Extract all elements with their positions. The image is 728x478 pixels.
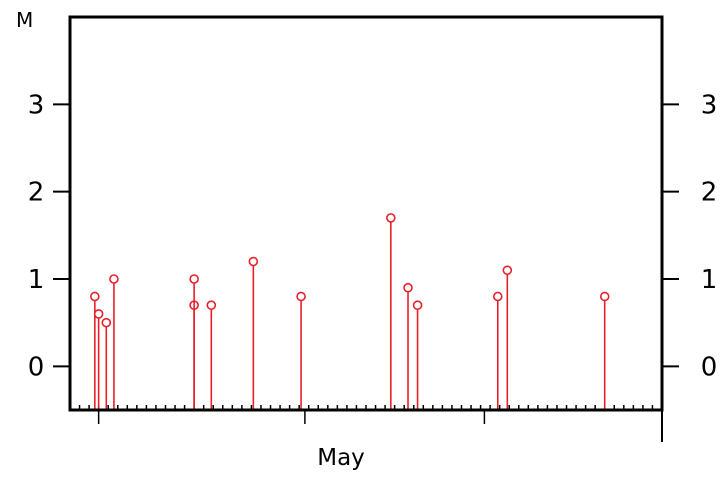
y-axis-label: M <box>16 8 33 32</box>
stem-marker <box>412 300 423 311</box>
stem-marker <box>386 213 396 223</box>
stem-marker <box>492 291 503 302</box>
stem-marker <box>109 274 119 284</box>
stem-marker <box>599 291 610 302</box>
y-tick-label-left: 2 <box>28 178 45 208</box>
stem-marker <box>93 309 104 319</box>
y-tick-label-right: 2 <box>701 178 718 208</box>
stems-layer <box>90 213 610 410</box>
x-axis-label: May <box>317 445 365 471</box>
y-tick-label-right: 3 <box>701 90 718 120</box>
y-tick-label-left: 0 <box>28 352 45 382</box>
stem-marker <box>206 300 217 311</box>
stem-marker <box>502 265 513 276</box>
plot-frame <box>68 15 664 412</box>
axes-layer: 0 0 1 1 2 2 3 3 <box>28 90 718 442</box>
y-tick-label-right: 1 <box>701 265 718 295</box>
y-tick-label-left: 3 <box>28 90 45 120</box>
y-tick-label-right: 0 <box>701 352 718 382</box>
stem-marker <box>296 291 306 302</box>
stem-marker <box>101 317 112 328</box>
y-tick-label-left: 1 <box>28 265 45 295</box>
stem-marker <box>403 282 413 293</box>
stem-marker <box>248 256 259 267</box>
stem-marker <box>90 291 100 302</box>
stem-marker <box>189 274 199 284</box>
